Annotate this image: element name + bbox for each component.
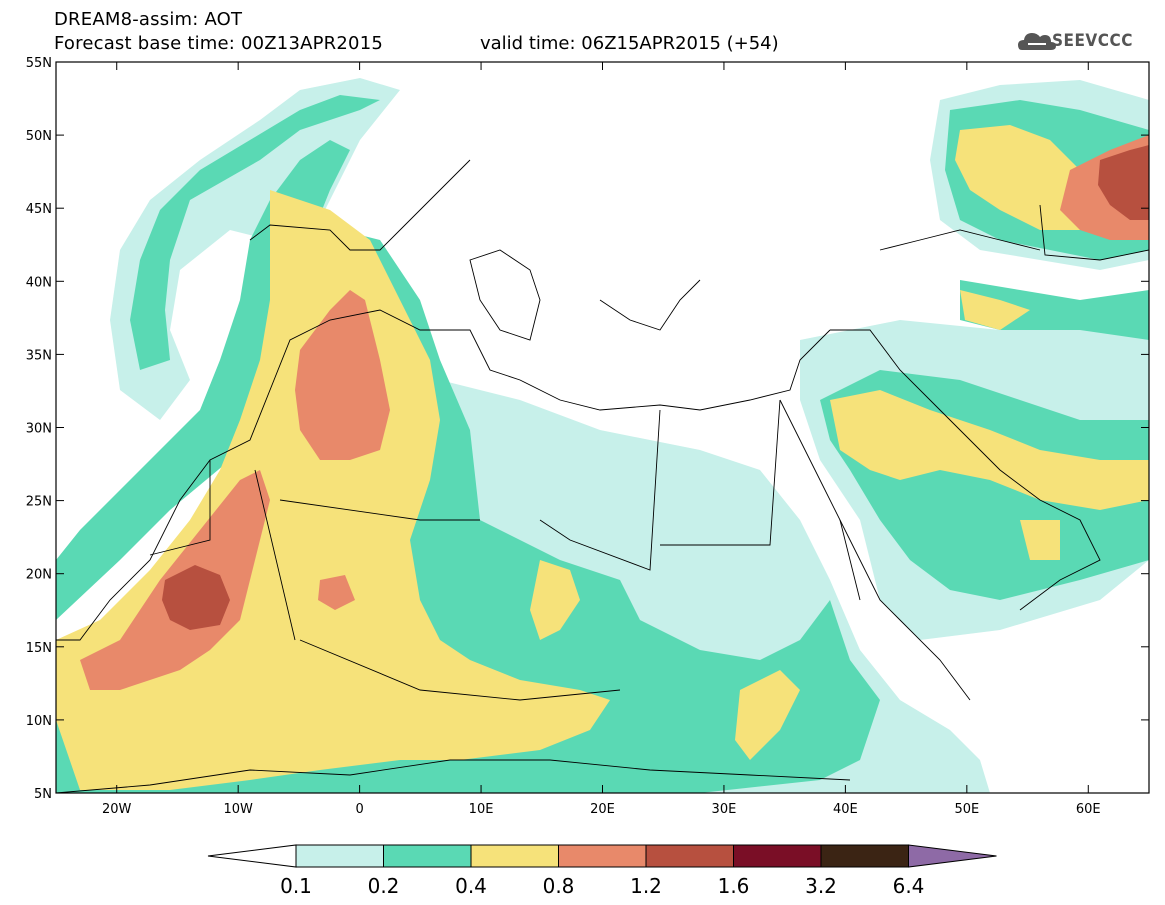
lat-label: 40N (26, 275, 52, 290)
lat-label: 20N (26, 568, 52, 583)
colorbar-segment (295, 844, 384, 868)
colorbar-level-label: 1.6 (718, 874, 750, 898)
cloud-logo-icon (1018, 33, 1056, 50)
colorbar-segment (820, 844, 909, 868)
valid-time-label: valid time: 06Z15APR2015 (+54) (480, 33, 779, 54)
colorbar-level-label: 3.2 (805, 874, 837, 898)
colorbar: 0.1 0.2 0.4 0.8 1.2 1.6 3.2 6.4 (207, 844, 997, 898)
longitude-axis: 20W 10W 0 10E 20E 30E 40E 50E 60E (102, 62, 1101, 817)
lat-label: 10N (26, 714, 52, 729)
colorbar-level-label: 1.2 (630, 874, 662, 898)
lat-label: 15N (26, 641, 52, 656)
lat-label: 25N (26, 495, 52, 510)
lat-label: 50N (26, 129, 52, 144)
lat-label: 30N (26, 422, 52, 437)
latitude-axis: 55N 50N 45N 40N 35N 30N 25N 20N 15N 10N 5N (26, 56, 1149, 802)
colorbar-level-label: 0.8 (543, 874, 575, 898)
map-title: DREAM8-assim: AOT (54, 9, 243, 30)
lon-label: 10W (223, 802, 253, 817)
colorbar-segment (383, 844, 472, 868)
colorbar-level-label: 0.2 (368, 874, 400, 898)
lat-label: 45N (26, 202, 52, 217)
colorbar-segment (470, 844, 559, 868)
colorbar-segment (733, 844, 822, 868)
logo-text: SEEVCCC (1052, 31, 1133, 51)
colorbar-segment (645, 844, 734, 868)
lon-label: 20E (590, 802, 615, 817)
lon-label: 10E (469, 802, 494, 817)
colorbar-high-arrow (908, 844, 997, 868)
lat-label: 35N (26, 348, 52, 363)
lat-label: 55N (26, 56, 52, 71)
lon-label: 50E (954, 802, 979, 817)
lon-label: 20W (102, 802, 132, 817)
lon-label: 40E (833, 802, 858, 817)
colorbar-segment (558, 844, 647, 868)
aot-field (56, 62, 1149, 793)
colorbar-level-label: 0.4 (455, 874, 487, 898)
colorbar-level-label: 6.4 (893, 874, 925, 898)
lon-label: 60E (1076, 802, 1101, 817)
base-time-label: Forecast base time: 00Z13APR2015 (54, 33, 383, 54)
colorbar-level-label: 0.1 (280, 874, 312, 898)
colorbar-low-arrow (207, 844, 297, 868)
lon-label: 30E (712, 802, 737, 817)
lon-label: 0 (355, 802, 363, 817)
lat-label: 5N (34, 787, 52, 802)
